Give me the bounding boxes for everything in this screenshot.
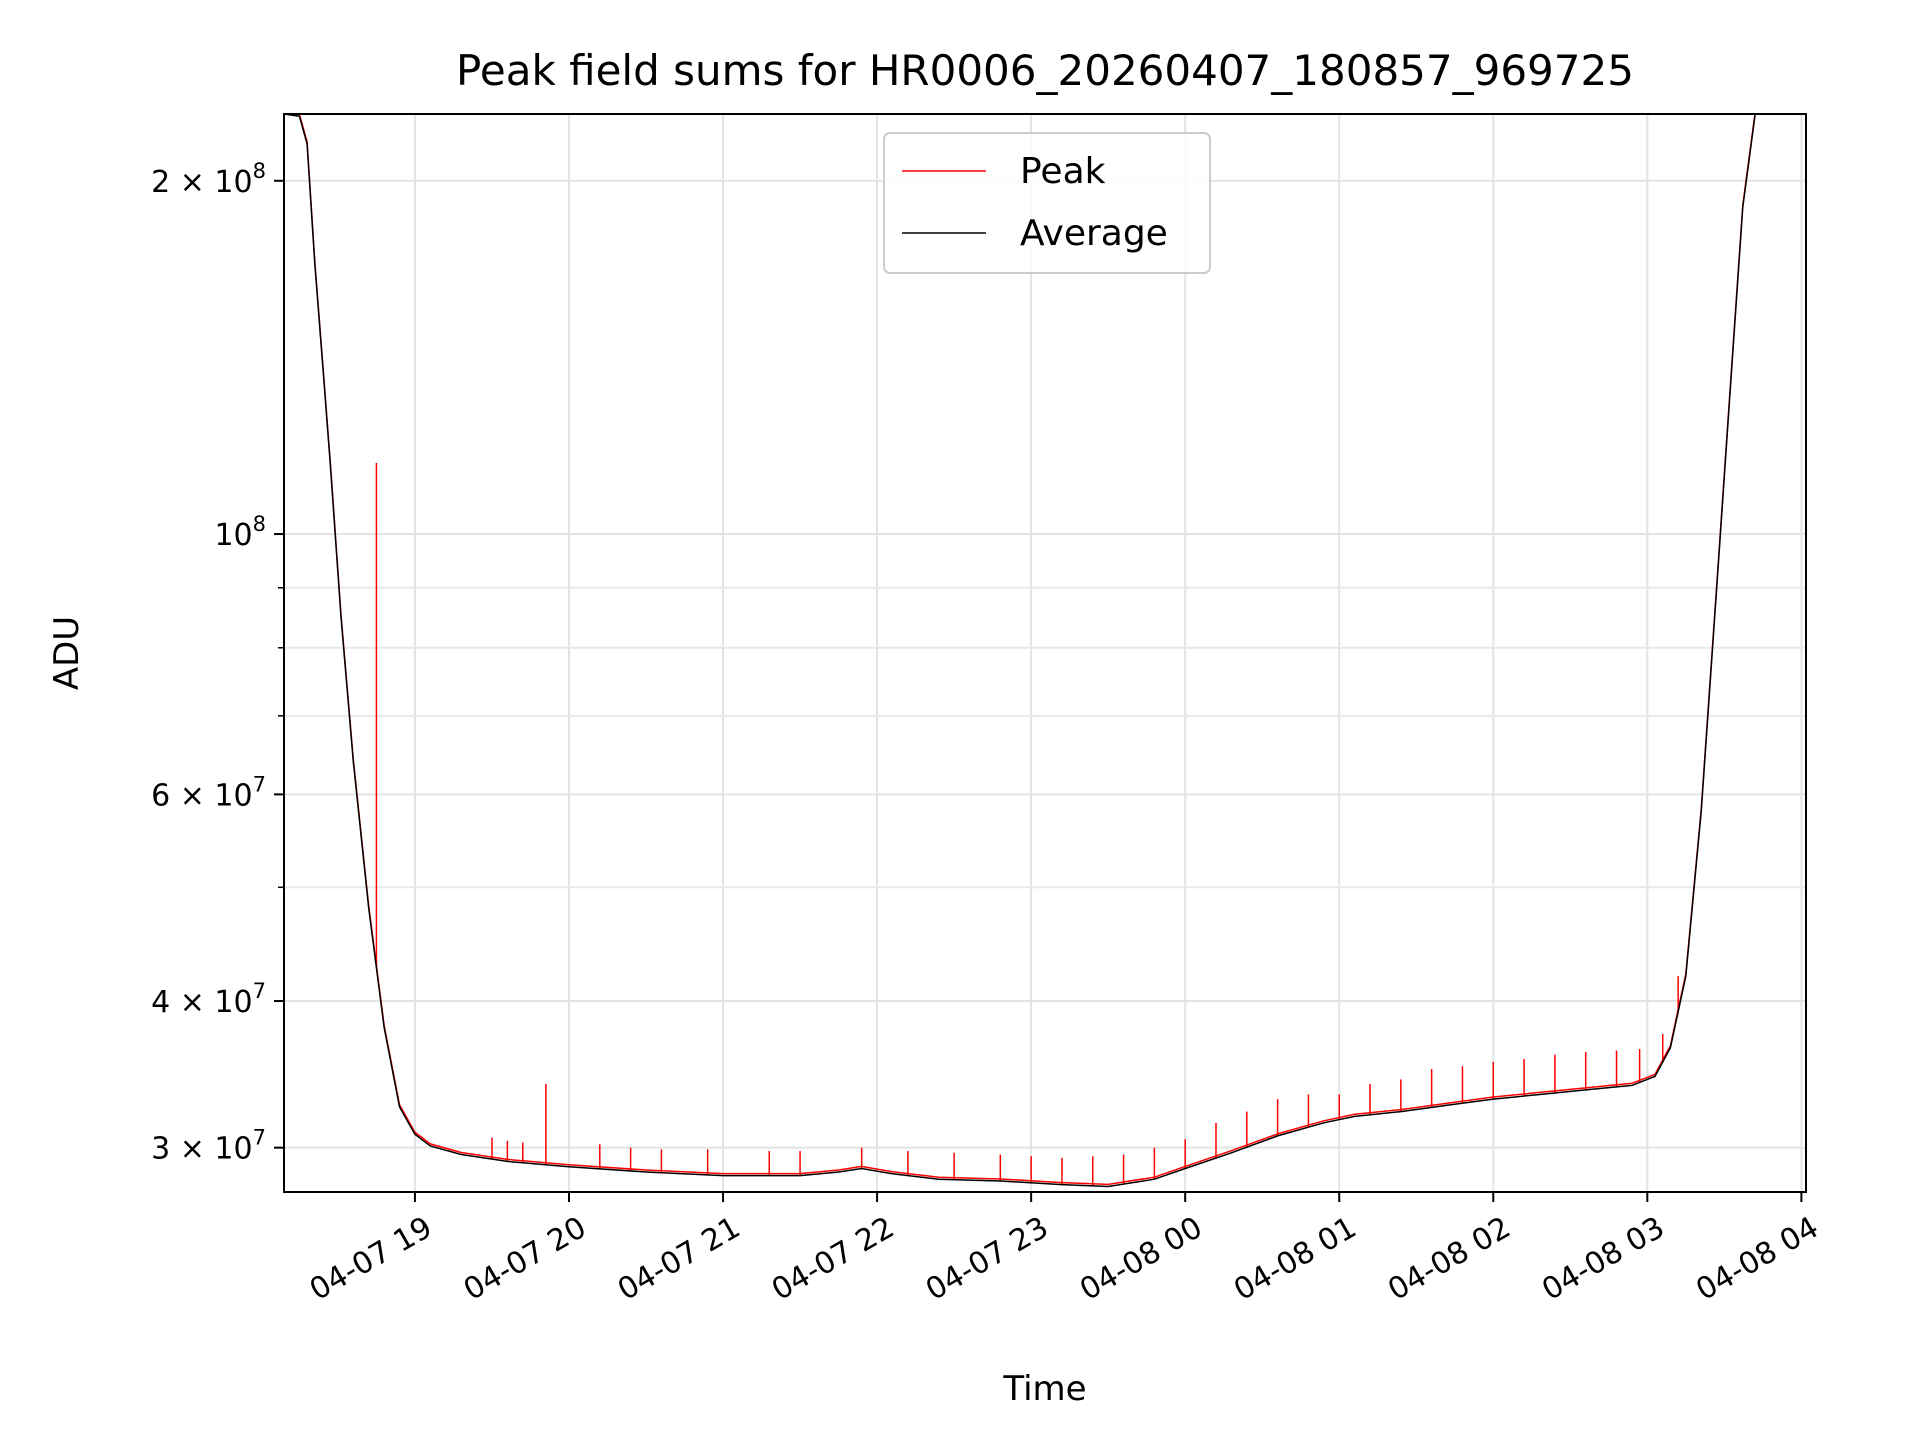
y-tick-label-exponent: 7	[253, 979, 266, 1003]
y-tick-label-exponent: 7	[253, 1126, 266, 1150]
y-tick-label-base: 4 × 10	[151, 985, 252, 1020]
y-tick-label: 2 × 108	[151, 159, 266, 200]
y-tick-label: 3 × 107	[151, 1126, 266, 1167]
y-tick-label-exponent: 7	[253, 772, 266, 796]
average-line	[284, 114, 1756, 1188]
y-tick-label: 4 × 107	[151, 979, 266, 1020]
y-tick-label-base: 10	[214, 518, 252, 553]
legend-average-label: Average	[1020, 213, 1168, 254]
y-axis-title: ADU	[47, 616, 87, 690]
y-tick-label: 6 × 107	[151, 772, 266, 813]
legend-peak-label: Peak	[1020, 151, 1106, 192]
y-tick-label-base: 3 × 10	[151, 1132, 252, 1167]
average-series	[284, 114, 1756, 1188]
plot-frame	[283, 113, 1807, 1193]
x-axis-title: Time	[1002, 1369, 1086, 1409]
legend-box	[883, 132, 1211, 274]
grid	[284, 114, 1806, 1192]
y-tick-label-exponent: 8	[253, 159, 266, 183]
chart-title: Peak field sums for HR0006_20260407_1808…	[456, 46, 1634, 95]
y-tick-label-base: 6 × 10	[151, 778, 252, 813]
y-tick-label-exponent: 8	[253, 512, 266, 536]
legend: Peak Average	[883, 132, 1211, 274]
y-tick-label: 108	[214, 512, 266, 553]
y-tick-label-base: 2 × 10	[151, 165, 252, 200]
